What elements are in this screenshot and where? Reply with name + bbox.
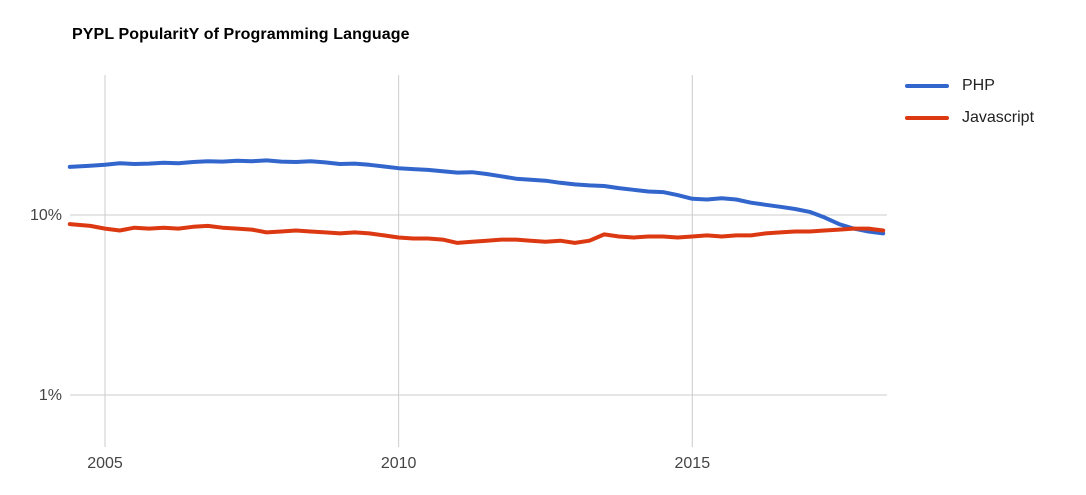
series-line-javascript[interactable] <box>67 222 886 245</box>
legend-item-php[interactable]: PHP <box>905 70 1034 102</box>
legend: PHP Javascript <box>905 70 1034 134</box>
legend-swatch-php <box>905 84 949 88</box>
x-tick-label: 2010 <box>381 455 417 472</box>
series-line-php[interactable] <box>67 158 886 236</box>
x-tick-label: 2005 <box>87 455 123 472</box>
chart-title: PYPL PopularitY of Programming Language <box>72 26 410 43</box>
x-tick-label: 2015 <box>675 455 711 472</box>
legend-item-javascript[interactable]: Javascript <box>905 102 1034 134</box>
y-tick-label: 10% <box>30 207 62 224</box>
legend-swatch-javascript <box>905 116 949 120</box>
legend-label-javascript: Javascript <box>962 109 1035 126</box>
legend-label-php: PHP <box>962 77 995 94</box>
y-tick-label: 1% <box>39 387 62 404</box>
